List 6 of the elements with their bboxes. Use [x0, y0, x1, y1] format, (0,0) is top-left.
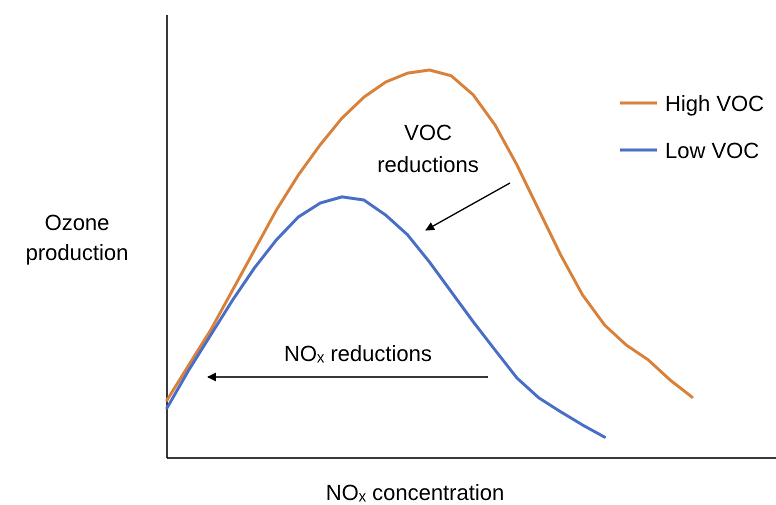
annotation: VOC reductions: [377, 120, 479, 177]
y-axis-title: Ozone production: [26, 210, 128, 265]
legend-label: Low VOC: [665, 138, 760, 163]
x-axis-title: NOₓ concentration: [326, 480, 504, 505]
annotation: NOₓ reductions: [284, 341, 432, 366]
legend-label: High VOC: [665, 91, 764, 116]
